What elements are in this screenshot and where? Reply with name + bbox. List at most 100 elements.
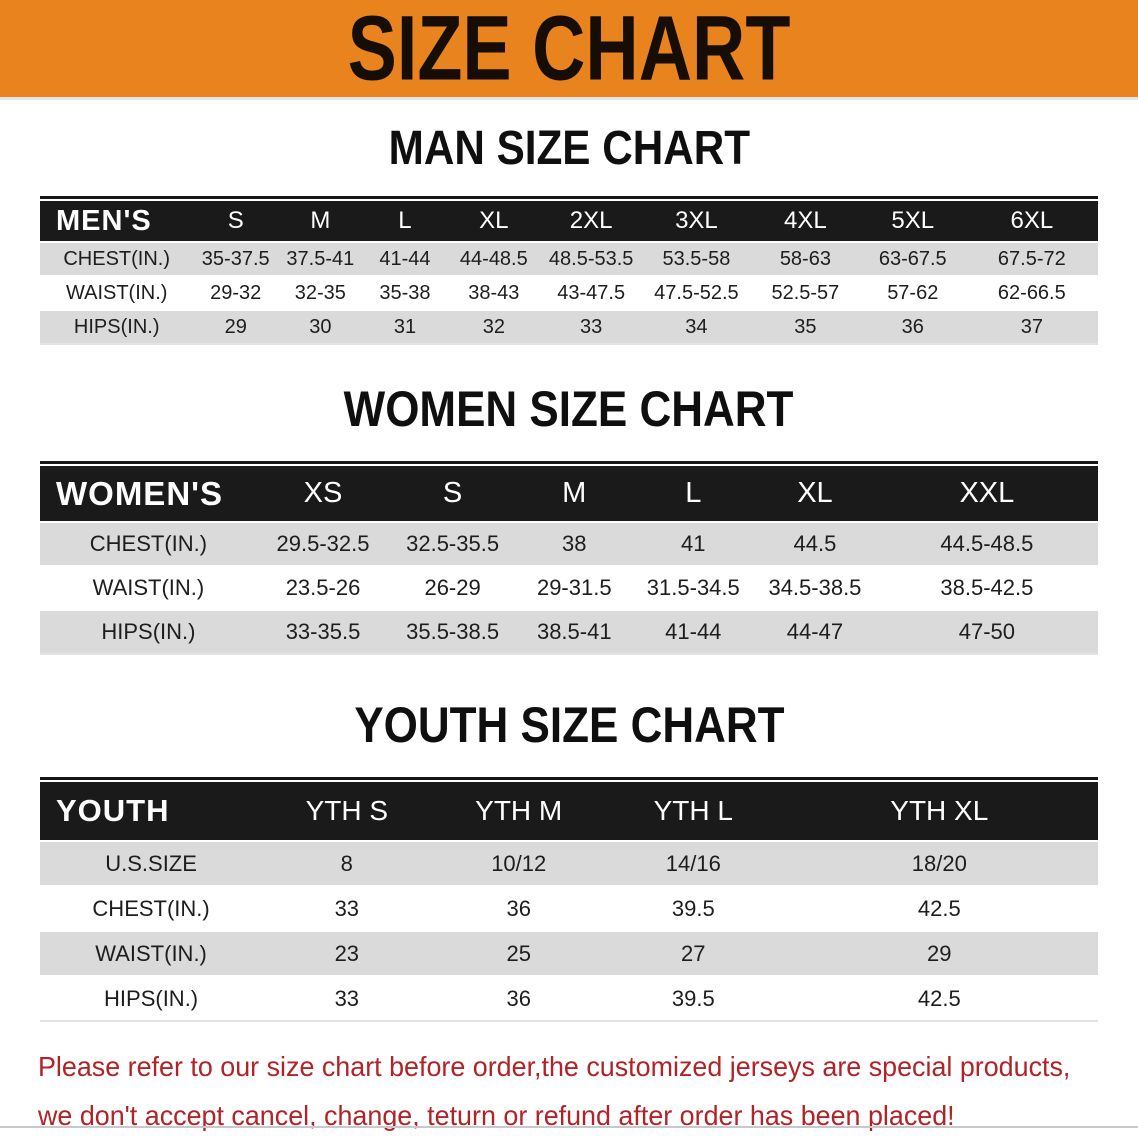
row-label: CHEST(IN.) bbox=[40, 887, 263, 932]
size-column-header: S bbox=[389, 466, 517, 523]
size-value-cell: 37.5-41 bbox=[278, 243, 363, 277]
size-value-cell: 41-44 bbox=[632, 611, 755, 655]
men-section-heading: MAN SIZE CHART bbox=[388, 122, 750, 175]
size-value-cell: 33 bbox=[540, 311, 642, 345]
size-value-cell: 39.5 bbox=[606, 977, 781, 1022]
table-row: WAIST(IN.) 23.5-26 26-29 29-31.5 31.5-34.5 34… bbox=[40, 567, 1098, 611]
table-row: U.S.SIZE 8 10/12 14/16 18/20 bbox=[40, 842, 1098, 887]
size-column-header: L bbox=[362, 201, 448, 243]
disclaimer-line-2: we don't accept cancel, change, teturn o… bbox=[38, 1100, 955, 1131]
banner: SIZE CHART bbox=[0, 0, 1138, 100]
size-value-cell: 29.5-32.5 bbox=[256, 523, 390, 567]
table-row: HIPS(IN.) 33 36 39.5 42.5 bbox=[40, 977, 1098, 1022]
table-row: CHEST(IN.) 33 36 39.5 42.5 bbox=[40, 887, 1098, 932]
row-label: CHEST(IN.) bbox=[40, 523, 257, 567]
size-value-cell: 10/12 bbox=[431, 842, 606, 887]
size-column-header: M bbox=[516, 466, 633, 523]
table-row: HIPS(IN.) 29 30 31 32 33 34 35 36 37 bbox=[40, 311, 1098, 345]
youth-size-table: YOUTH YTH S YTH M YTH L YTH XL U.S.SIZE 8 10/1… bbox=[40, 782, 1098, 1022]
size-value-cell: 47.5-52.5 bbox=[641, 277, 751, 311]
size-value-cell: 44-47 bbox=[754, 611, 876, 655]
size-column-header: S bbox=[193, 201, 279, 243]
row-label: WAIST(IN.) bbox=[40, 567, 257, 611]
size-value-cell: 37 bbox=[965, 311, 1098, 345]
size-value-cell: 23.5-26 bbox=[256, 567, 390, 611]
row-label: CHEST(IN.) bbox=[40, 243, 194, 277]
size-column-header: 5XL bbox=[859, 201, 966, 243]
size-value-cell: 36 bbox=[859, 311, 966, 345]
size-value-cell: 35 bbox=[750, 311, 860, 345]
table-header-row: MEN'S S M L XL 2XL 3XL 4XL 5XL 6XL bbox=[40, 201, 1098, 243]
row-label: HIPS(IN.) bbox=[40, 611, 257, 655]
page-title: SIZE CHART bbox=[347, 0, 791, 100]
size-value-cell: 32.5-35.5 bbox=[389, 523, 517, 567]
disclaimer-text: Please refer to our size chart before or… bbox=[38, 1042, 1138, 1140]
size-value-cell: 30 bbox=[278, 311, 363, 345]
table-corner-label: YOUTH bbox=[40, 782, 263, 842]
size-value-cell: 26-29 bbox=[389, 567, 517, 611]
table-row: WAIST(IN.) 29-32 32-35 35-38 38-43 43-47.5 47.… bbox=[40, 277, 1098, 311]
row-label: WAIST(IN.) bbox=[40, 932, 263, 977]
men-size-section: MAN SIZE CHART MEN'S S M L XL 2XL 3XL 4XL 5XL 6XL… bbox=[0, 100, 1138, 345]
table-row: WAIST(IN.) 23 25 27 29 bbox=[40, 932, 1098, 977]
size-value-cell: 33-35.5 bbox=[256, 611, 390, 655]
size-value-cell: 29-31.5 bbox=[516, 567, 633, 611]
table-corner-label: WOMEN'S bbox=[40, 466, 257, 523]
women-size-section: WOMEN SIZE CHART WOMEN'S XS S M L XL XXL CHEST… bbox=[0, 345, 1138, 655]
size-value-cell: 31 bbox=[362, 311, 448, 345]
size-value-cell: 44.5 bbox=[754, 523, 876, 567]
size-value-cell: 35-38 bbox=[362, 277, 448, 311]
size-value-cell: 27 bbox=[606, 932, 781, 977]
size-value-cell: 47-50 bbox=[875, 611, 1098, 655]
size-value-cell: 44-48.5 bbox=[447, 243, 541, 277]
size-value-cell: 33 bbox=[262, 977, 432, 1022]
size-value-cell: 41 bbox=[632, 523, 755, 567]
size-column-header: 2XL bbox=[540, 201, 642, 243]
size-value-cell: 35.5-38.5 bbox=[389, 611, 517, 655]
size-value-cell: 25 bbox=[431, 932, 606, 977]
size-value-cell: 38-43 bbox=[447, 277, 541, 311]
size-value-cell: 34.5-38.5 bbox=[754, 567, 876, 611]
men-size-table-wrap: MEN'S S M L XL 2XL 3XL 4XL 5XL 6XL CHEST(IN.) 35-3… bbox=[40, 196, 1098, 345]
youth-size-section: YOUTH SIZE CHART YOUTH YTH S YTH M YTH L YTH… bbox=[0, 655, 1138, 1022]
size-value-cell: 32-35 bbox=[278, 277, 363, 311]
table-corner-label: MEN'S bbox=[40, 201, 194, 243]
row-label: WAIST(IN.) bbox=[40, 277, 194, 311]
size-value-cell: 48.5-53.5 bbox=[540, 243, 642, 277]
size-value-cell: 38 bbox=[516, 523, 633, 567]
size-value-cell: 31.5-34.5 bbox=[632, 567, 755, 611]
size-column-header: XS bbox=[256, 466, 390, 523]
size-value-cell: 43-47.5 bbox=[540, 277, 642, 311]
size-value-cell: 38.5-42.5 bbox=[875, 567, 1098, 611]
size-value-cell: 52.5-57 bbox=[750, 277, 860, 311]
size-column-header: YTH S bbox=[262, 782, 432, 842]
size-value-cell: 35-37.5 bbox=[193, 243, 279, 277]
row-label: HIPS(IN.) bbox=[40, 977, 263, 1022]
men-size-table: MEN'S S M L XL 2XL 3XL 4XL 5XL 6XL CHEST(IN.) 35-3… bbox=[40, 201, 1098, 345]
women-size-table-wrap: WOMEN'S XS S M L XL XXL CHEST(IN.) 29.5-32.5 32.… bbox=[40, 461, 1098, 655]
size-column-header: XL bbox=[447, 201, 541, 243]
size-value-cell: 8 bbox=[262, 842, 432, 887]
disclaimer-line-1: Please refer to our size chart before or… bbox=[38, 1051, 1071, 1082]
size-value-cell: 58-63 bbox=[750, 243, 860, 277]
size-value-cell: 44.5-48.5 bbox=[875, 523, 1098, 567]
size-column-header: XXL bbox=[875, 466, 1098, 523]
size-value-cell: 32 bbox=[447, 311, 541, 345]
youth-section-heading: YOUTH SIZE CHART bbox=[353, 697, 785, 753]
size-value-cell: 29 bbox=[193, 311, 279, 345]
size-value-cell: 18/20 bbox=[780, 842, 1098, 887]
table-row: CHEST(IN.) 29.5-32.5 32.5-35.5 38 41 44.5 44.5… bbox=[40, 523, 1098, 567]
size-value-cell: 36 bbox=[431, 887, 606, 932]
size-column-header: 4XL bbox=[750, 201, 860, 243]
size-value-cell: 38.5-41 bbox=[516, 611, 633, 655]
row-label: HIPS(IN.) bbox=[40, 311, 194, 345]
size-value-cell: 23 bbox=[262, 932, 432, 977]
size-value-cell: 63-67.5 bbox=[859, 243, 966, 277]
women-size-table: WOMEN'S XS S M L XL XXL CHEST(IN.) 29.5-32.5 32.… bbox=[40, 466, 1098, 655]
size-value-cell: 41-44 bbox=[362, 243, 448, 277]
size-column-header: 6XL bbox=[965, 201, 1098, 243]
size-column-header: M bbox=[278, 201, 363, 243]
women-section-heading: WOMEN SIZE CHART bbox=[344, 381, 794, 437]
size-value-cell: 29 bbox=[780, 932, 1098, 977]
size-value-cell: 34 bbox=[641, 311, 751, 345]
